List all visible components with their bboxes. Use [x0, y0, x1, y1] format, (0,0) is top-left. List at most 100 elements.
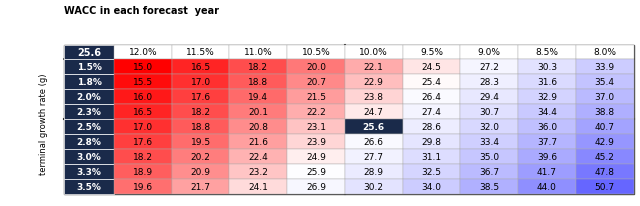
Text: 1.5%: 1.5%: [77, 63, 101, 72]
Text: 20.2: 20.2: [191, 152, 211, 161]
Text: 45.2: 45.2: [595, 152, 614, 161]
Text: 20.9: 20.9: [191, 167, 211, 176]
Text: 19.4: 19.4: [248, 93, 268, 102]
Text: 22.9: 22.9: [364, 78, 384, 87]
Text: 11.0%: 11.0%: [244, 48, 273, 57]
Text: 15.0: 15.0: [132, 63, 153, 72]
Text: 2.5%: 2.5%: [77, 122, 101, 131]
Text: 17.6: 17.6: [191, 93, 211, 102]
Text: 8.0%: 8.0%: [593, 48, 616, 57]
Text: 23.9: 23.9: [306, 137, 326, 146]
Text: 10.5%: 10.5%: [301, 48, 330, 57]
Text: 22.1: 22.1: [364, 63, 384, 72]
Text: 47.8: 47.8: [595, 167, 615, 176]
Text: 30.3: 30.3: [537, 63, 557, 72]
Text: 33.4: 33.4: [479, 137, 499, 146]
Text: 32.0: 32.0: [479, 122, 499, 131]
Text: 25.6: 25.6: [363, 122, 385, 131]
Text: 22.4: 22.4: [248, 152, 268, 161]
Text: 26.9: 26.9: [306, 182, 326, 191]
Text: 18.8: 18.8: [191, 122, 211, 131]
Text: 28.9: 28.9: [364, 167, 384, 176]
Text: 30.7: 30.7: [479, 108, 499, 117]
Text: 31.1: 31.1: [422, 152, 442, 161]
Text: 37.7: 37.7: [537, 137, 557, 146]
Text: 3.5%: 3.5%: [77, 182, 101, 191]
Text: 21.5: 21.5: [306, 93, 326, 102]
Text: terminal growth rate (g): terminal growth rate (g): [39, 73, 48, 174]
Text: 12.0%: 12.0%: [129, 48, 157, 57]
Text: 9.5%: 9.5%: [420, 48, 443, 57]
Text: 39.6: 39.6: [537, 152, 557, 161]
Text: 2.0%: 2.0%: [77, 93, 101, 102]
Text: 36.7: 36.7: [479, 167, 499, 176]
Text: 18.8: 18.8: [248, 78, 268, 87]
Text: 2.8%: 2.8%: [77, 137, 101, 146]
Text: 35.0: 35.0: [479, 152, 499, 161]
Text: 25.4: 25.4: [422, 78, 442, 87]
Text: 38.8: 38.8: [595, 108, 615, 117]
Text: 8.5%: 8.5%: [536, 48, 559, 57]
Text: 11.5%: 11.5%: [186, 48, 215, 57]
Text: 3.3%: 3.3%: [77, 167, 101, 176]
Text: 20.7: 20.7: [306, 78, 326, 87]
Text: 3.0%: 3.0%: [77, 152, 101, 161]
Text: 21.6: 21.6: [248, 137, 268, 146]
Text: 16.0: 16.0: [132, 93, 153, 102]
Text: 17.6: 17.6: [132, 137, 153, 146]
Text: 35.4: 35.4: [595, 78, 615, 87]
Text: 18.2: 18.2: [133, 152, 153, 161]
Text: 27.7: 27.7: [364, 152, 384, 161]
Text: 23.8: 23.8: [364, 93, 384, 102]
Text: 37.0: 37.0: [595, 93, 615, 102]
Text: 18.2: 18.2: [191, 108, 211, 117]
Text: 26.4: 26.4: [422, 93, 442, 102]
Text: 2.3%: 2.3%: [77, 108, 101, 117]
Text: 27.4: 27.4: [422, 108, 442, 117]
Text: 9.0%: 9.0%: [477, 48, 500, 57]
Text: 32.5: 32.5: [422, 167, 442, 176]
Text: 25.9: 25.9: [306, 167, 326, 176]
Text: 27.2: 27.2: [479, 63, 499, 72]
Text: 23.1: 23.1: [306, 122, 326, 131]
Text: 41.7: 41.7: [537, 167, 557, 176]
Text: 31.6: 31.6: [537, 78, 557, 87]
Text: WACC in each forecast  year: WACC in each forecast year: [64, 6, 219, 16]
Text: 18.2: 18.2: [248, 63, 268, 72]
Text: 1.8%: 1.8%: [77, 78, 101, 87]
Text: 19.5: 19.5: [191, 137, 211, 146]
Text: 16.5: 16.5: [132, 108, 153, 117]
Text: 44.0: 44.0: [537, 182, 557, 191]
Text: 32.9: 32.9: [537, 93, 557, 102]
Text: 20.8: 20.8: [248, 122, 268, 131]
Text: 23.2: 23.2: [248, 167, 268, 176]
Text: 28.6: 28.6: [422, 122, 442, 131]
Bar: [64, 45, 634, 194]
Text: 50.7: 50.7: [595, 182, 615, 191]
Text: 38.5: 38.5: [479, 182, 499, 191]
Text: 29.8: 29.8: [422, 137, 442, 146]
Text: 19.6: 19.6: [132, 182, 153, 191]
Text: 15.5: 15.5: [132, 78, 153, 87]
Text: 28.3: 28.3: [479, 78, 499, 87]
Text: 25.6: 25.6: [77, 48, 101, 58]
Text: 21.7: 21.7: [191, 182, 211, 191]
Text: 40.7: 40.7: [595, 122, 615, 131]
Text: 26.6: 26.6: [364, 137, 384, 146]
Text: 30.2: 30.2: [364, 182, 384, 191]
Text: 24.5: 24.5: [422, 63, 442, 72]
Text: 24.7: 24.7: [364, 108, 384, 117]
Text: 42.9: 42.9: [595, 137, 614, 146]
Text: 18.9: 18.9: [132, 167, 153, 176]
Text: 33.9: 33.9: [595, 63, 615, 72]
Text: 17.0: 17.0: [191, 78, 211, 87]
Text: 24.1: 24.1: [248, 182, 268, 191]
Text: 22.2: 22.2: [306, 108, 326, 117]
Text: 17.0: 17.0: [132, 122, 153, 131]
Text: 34.4: 34.4: [537, 108, 557, 117]
Text: 10.0%: 10.0%: [360, 48, 388, 57]
Text: 29.4: 29.4: [479, 93, 499, 102]
Text: 20.1: 20.1: [248, 108, 268, 117]
Text: 34.0: 34.0: [422, 182, 442, 191]
Text: 24.9: 24.9: [306, 152, 326, 161]
